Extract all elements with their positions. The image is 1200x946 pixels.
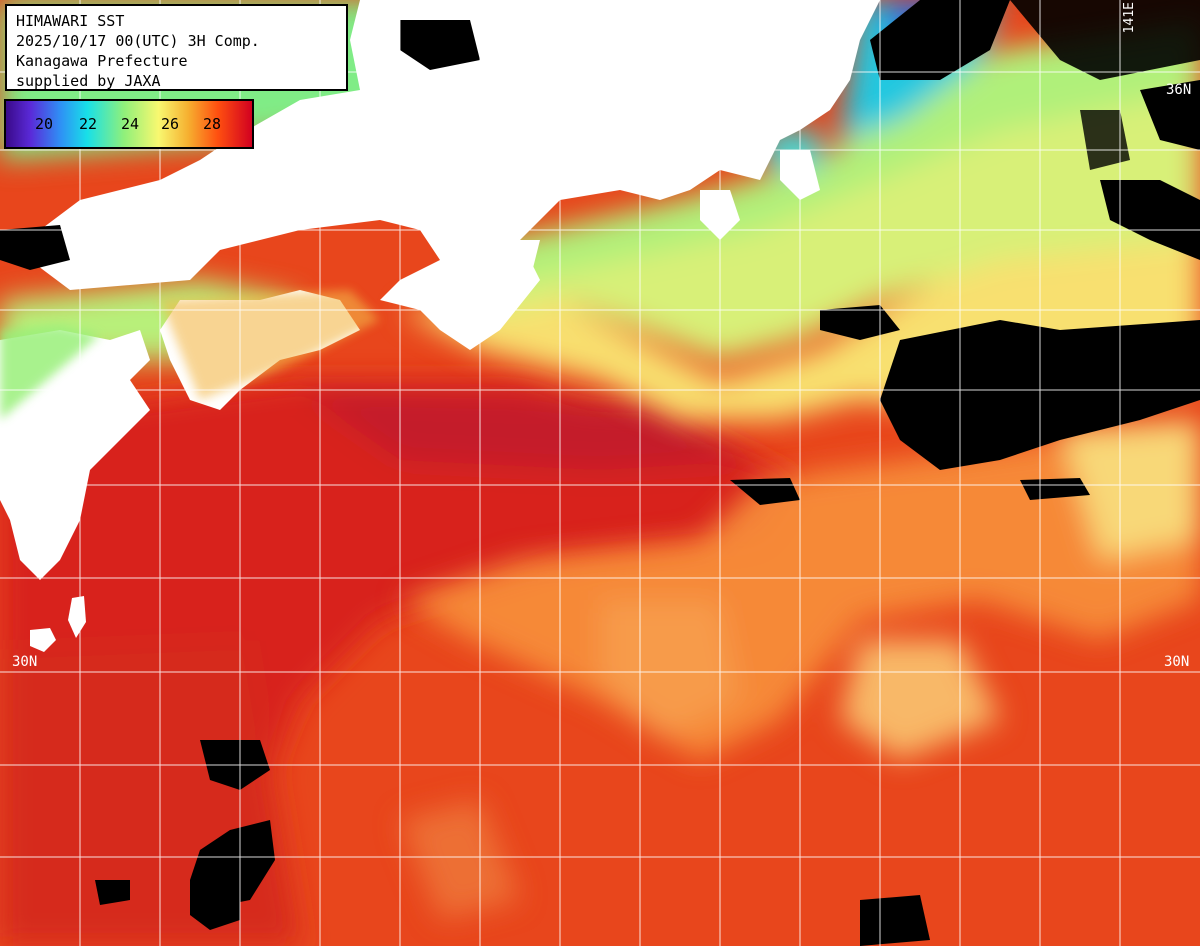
colorbar-tick-28: 28 [203,115,222,133]
lon-label-141e: 141E [1122,2,1137,34]
colorbar-tick-20: 20 [35,115,54,133]
lon-label-136e: 136E [481,6,496,38]
colorbar-tick-26: 26 [161,115,180,133]
product-title: HIMAWARI SST [16,12,125,30]
colorbar-tick-24: 24 [121,115,140,133]
lat-label-36n: 36N [1166,82,1192,98]
data-credit: supplied by JAXA [16,72,161,90]
timestamp: 2025/10/17 00(UTC) 3H Comp. [16,32,260,50]
lat-label-30n-right: 30N [1164,654,1190,670]
temperature-colorbar: 20 22 24 26 28 [4,99,254,149]
provider-org: Kanagawa Prefecture [16,52,188,70]
lat-label-30n-left: 30N [12,654,38,670]
colorbar-tick-22: 22 [79,115,98,133]
info-box: HIMAWARI SST 2025/10/17 00(UTC) 3H Comp.… [5,4,348,91]
